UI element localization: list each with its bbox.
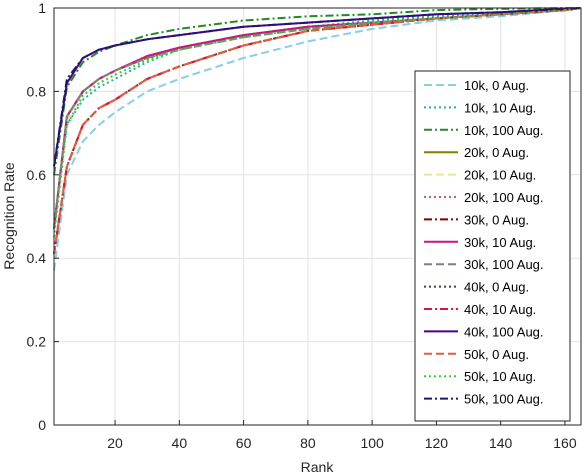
x-tick-label: 20 <box>107 435 123 451</box>
legend-label: 40k, 100 Aug. <box>464 324 544 339</box>
x-tick-label: 120 <box>425 435 449 451</box>
series-line-13 <box>53 7 582 255</box>
x-tick-label: 160 <box>553 435 577 451</box>
legend-label: 10k, 100 Aug. <box>464 123 544 138</box>
legend-label: 30k, 100 Aug. <box>464 257 544 272</box>
series-line-3 <box>53 7 581 175</box>
y-axis: 0 0.2 0.4 0.6 0.8 1 <box>27 0 59 433</box>
series-line-11 <box>53 7 582 255</box>
y-tick-label: 0.8 <box>27 83 47 99</box>
y-tick-label: 0.6 <box>27 167 47 183</box>
x-axis: 20 40 60 80 100 120 140 160 <box>107 420 577 451</box>
y-axis-title: Recognition Rate <box>1 162 17 270</box>
legend-label: 30k, 0 Aug. <box>464 212 529 227</box>
series-line-14 <box>53 7 582 238</box>
legend-label: 40k, 10 Aug. <box>464 302 536 317</box>
legend-label: 20k, 10 Aug. <box>464 168 536 183</box>
series-line-15 <box>53 7 582 167</box>
series-line-1 <box>53 7 582 271</box>
series-layer <box>53 7 582 271</box>
legend-label: 10k, 0 Aug. <box>464 78 529 93</box>
legend: 10k, 0 Aug. 10k, 10 Aug. 10k, 100 Aug. 20k,… <box>414 70 571 422</box>
legend-label: 50k, 10 Aug. <box>464 369 536 384</box>
y-tick-label: 1 <box>38 0 46 16</box>
legend-label: 50k, 100 Aug. <box>464 392 544 407</box>
legend-label: 40k, 0 Aug. <box>464 280 529 295</box>
legend-label: 10k, 10 Aug. <box>464 100 536 115</box>
x-tick-label: 80 <box>300 435 316 451</box>
y-tick-label: 0.2 <box>27 334 47 350</box>
x-tick-label: 140 <box>489 435 513 451</box>
x-tick-label: 40 <box>172 435 188 451</box>
legend-label: 20k, 0 Aug. <box>464 145 529 160</box>
x-axis-title: Rank <box>301 459 335 475</box>
plot-border <box>53 7 582 426</box>
legend-label: 20k, 100 Aug. <box>464 190 544 205</box>
legend-label: 30k, 10 Aug. <box>464 235 536 250</box>
y-tick-label: 0.4 <box>27 250 47 266</box>
x-tick-label: 100 <box>360 435 384 451</box>
y-tick-label: 0 <box>38 417 46 433</box>
x-tick-label: 60 <box>236 435 252 451</box>
legend-label: 50k, 0 Aug. <box>464 347 529 362</box>
